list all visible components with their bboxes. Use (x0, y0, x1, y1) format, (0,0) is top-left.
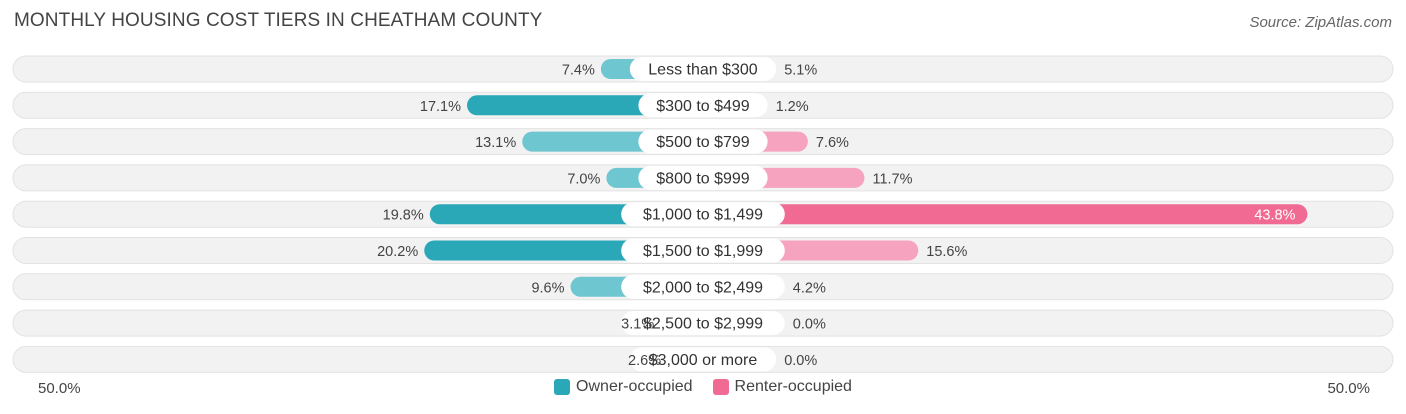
category-label: $300 to $499 (656, 98, 750, 115)
renter-value-label: 4.2% (793, 280, 826, 296)
category-pill (621, 311, 785, 336)
category-label: $2,000 to $2,499 (643, 279, 763, 296)
legend-item-owner: Owner-occupied (554, 378, 693, 396)
chart-title: MONTHLY HOUSING COST TIERS IN CHEATHAM C… (14, 10, 543, 31)
axis-left-label: 50.0% (38, 380, 81, 397)
owner-value-label: 2.6% (628, 353, 661, 369)
renter-value-label: 15.6% (926, 244, 967, 260)
category-pill (629, 347, 777, 372)
category-label: $1,000 to $1,499 (643, 207, 763, 224)
renter-bar (691, 204, 1308, 225)
legend-item-renter: Renter-occupied (712, 378, 852, 396)
renter-value-label: 11.7% (872, 171, 912, 187)
category-label: $500 to $799 (656, 134, 750, 151)
chart-source: Source: ZipAtlas.com (1249, 14, 1392, 31)
category-label: $1,500 to $1,999 (643, 243, 763, 260)
diverging-bar-chart: Less than $300 7.4% 5.1% $300 to $499 17.1% 1… (12, 55, 1394, 373)
legend-label-renter: Renter-occupied (734, 378, 852, 395)
legend-swatch-owner (554, 379, 571, 395)
owner-value-label: 13.1% (475, 135, 516, 151)
category-pill (638, 165, 768, 190)
category-label: Less than $300 (648, 62, 758, 79)
renter-value-label: 5.1% (784, 63, 817, 79)
renter-value-label: 0.0% (793, 317, 826, 333)
owner-value-label: 19.8% (383, 208, 424, 224)
renter-value-label: 1.2% (776, 99, 809, 115)
renter-value-label: 0.0% (784, 353, 817, 369)
category-label: $3,000 or more (649, 352, 758, 369)
owner-value-label: 7.4% (562, 63, 595, 79)
category-pill (621, 274, 785, 299)
category-pill (621, 202, 785, 227)
category-label: $2,500 to $2,999 (643, 316, 763, 333)
legend: Owner-occupied Renter-occupied (0, 378, 1406, 396)
category-pill (621, 238, 785, 263)
category-pill (629, 57, 777, 81)
owner-value-label: 7.0% (567, 171, 600, 187)
category-pill (638, 129, 768, 154)
owner-value-label: 20.2% (377, 244, 418, 260)
renter-value-label: 43.8% (1254, 208, 1295, 224)
category-label: $800 to $999 (656, 170, 750, 187)
owner-value-label: 9.6% (531, 280, 564, 296)
legend-swatch-renter (712, 379, 729, 395)
category-pill (638, 93, 768, 118)
renter-value-label: 7.6% (816, 135, 849, 151)
legend-label-owner: Owner-occupied (576, 378, 693, 395)
owner-value-label: 3.1% (621, 317, 654, 333)
owner-value-label: 17.1% (420, 99, 461, 115)
axis-right-label: 50.0% (1327, 380, 1370, 397)
